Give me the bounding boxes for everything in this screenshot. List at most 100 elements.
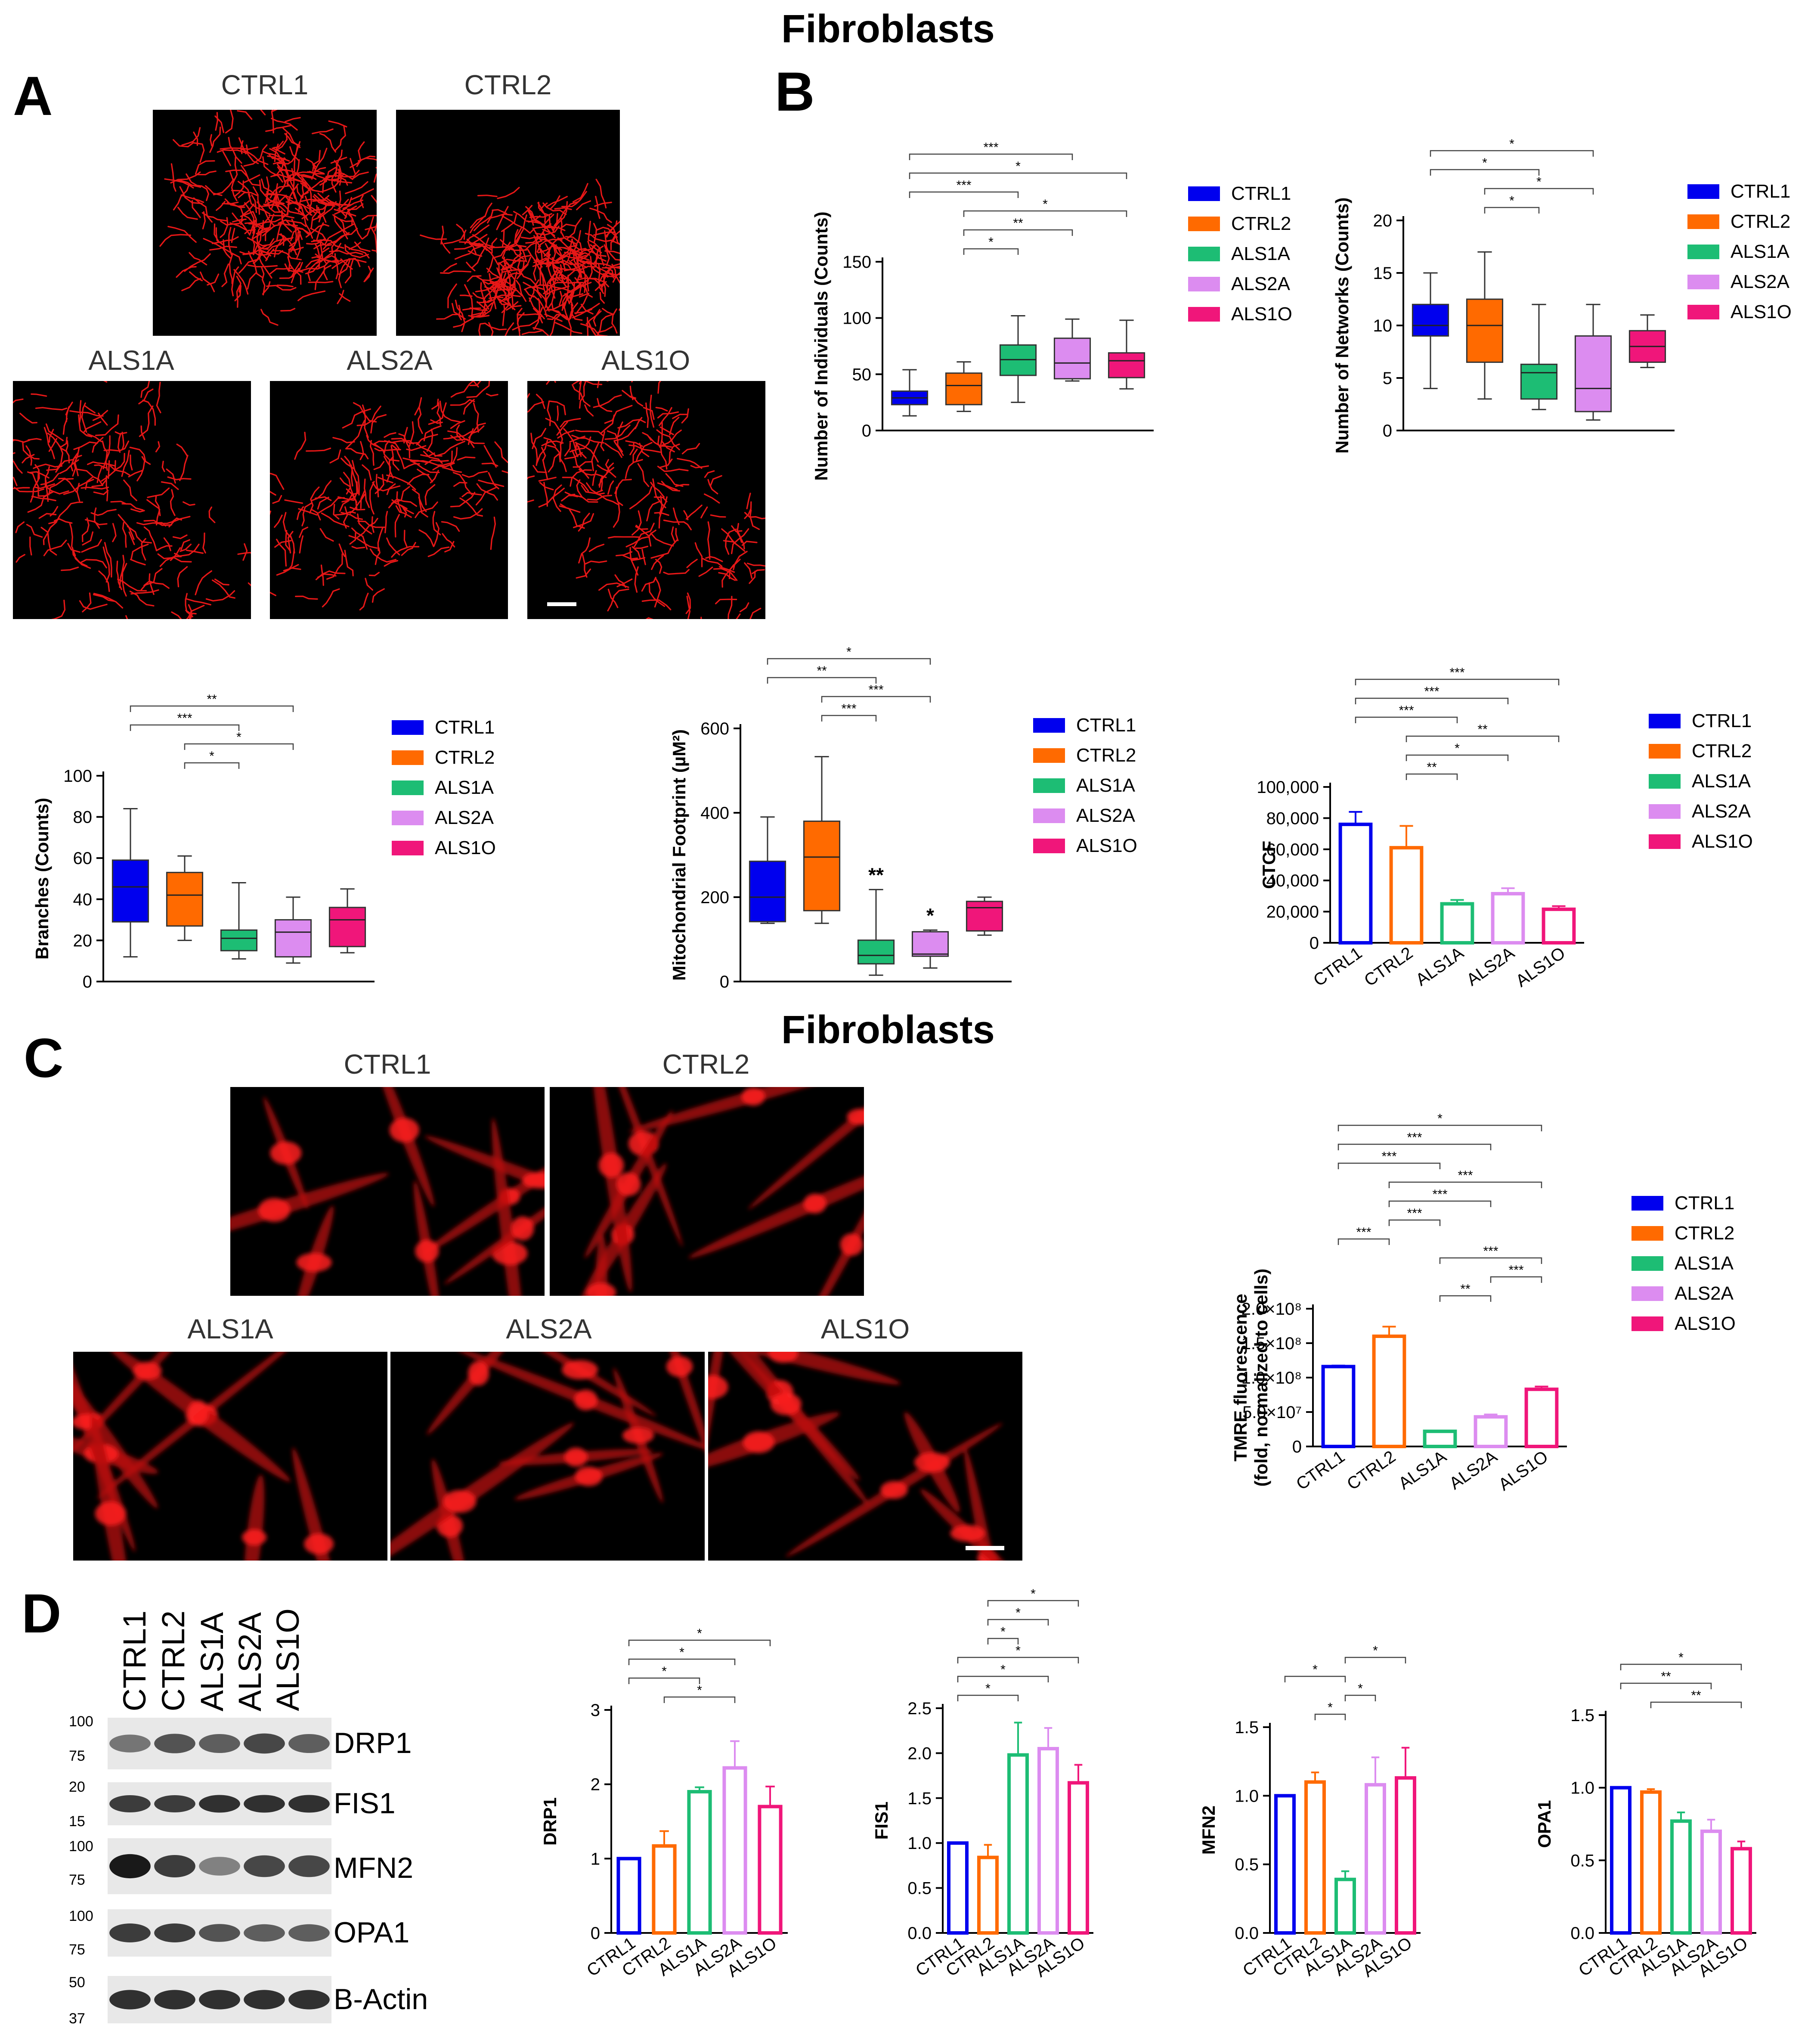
significance-label: *** (177, 711, 192, 725)
box-als2a (911, 931, 949, 957)
significance-label: * (1015, 159, 1021, 173)
significance-label: *** (1449, 666, 1464, 680)
significance-bracket (909, 153, 1073, 160)
micrograph-image (579, 1087, 864, 1296)
significance-label: *** (1399, 703, 1414, 718)
blot-label-opa1: OPA1 (334, 1916, 410, 1949)
legend-label: CTRL2 (1076, 745, 1136, 766)
significance-label: * (1509, 137, 1514, 151)
y-tick-label: 80,000 (1266, 809, 1319, 828)
micrograph-c-als1a (73, 1352, 387, 1561)
micro-a-label-als2a: ALS2A (347, 345, 433, 376)
y-tick-label: 10 (1373, 316, 1393, 335)
blot-strip-mfn2 (108, 1838, 387, 1894)
panel-letter-d: D (22, 1583, 62, 1644)
bar-als1o (1068, 1781, 1089, 1935)
significance-label: * (1031, 1587, 1036, 1601)
y-tick-label: 60,000 (1266, 840, 1319, 859)
significance-label: * (1437, 1112, 1443, 1126)
chart-svg: 0.00.51.01.52.02.5FIS1CTRL1CTRL2ALS1AALS… (871, 1587, 1093, 1981)
blot-label-mfn2: MFN2 (334, 1852, 414, 1884)
significance-label: * (1536, 175, 1542, 189)
legend-label: ALS1A (1076, 775, 1135, 796)
legend-swatch (1631, 1196, 1663, 1211)
significance-bracket (1484, 188, 1594, 195)
legend-footprint: CTRL1 CTRL2 ALS1A ALS2A ALS1O (1033, 710, 1137, 861)
legend-label: ALS1O (1731, 301, 1792, 322)
legend-label: ALS1O (1675, 1313, 1736, 1334)
box-als1o (328, 907, 366, 948)
legend-label: ALS1O (1231, 304, 1292, 325)
y-tick-label: 40,000 (1266, 871, 1319, 890)
legend-label: ALS2A (435, 807, 494, 828)
significance-bracket (1388, 1200, 1492, 1207)
micrograph-image (527, 381, 765, 619)
significance-label: *** (841, 702, 856, 716)
box-als1a (220, 929, 258, 951)
legend-label: CTRL1 (435, 717, 495, 738)
legend-item: CTRL1 (1649, 706, 1753, 736)
significance-bracket (767, 658, 931, 665)
legend-branches: CTRL1 CTRL2 ALS1A ALS2A ALS1O (392, 712, 496, 863)
bar-ctrl2 (1372, 1335, 1406, 1448)
legend-swatch (1188, 277, 1220, 291)
x-tick-label: CTRL2 (1344, 1447, 1399, 1494)
legend-swatch (1687, 305, 1719, 319)
legend-swatch (1649, 804, 1681, 819)
y-axis-label: FIS1 (871, 1802, 892, 1840)
significance-label: ** (1427, 760, 1437, 774)
y-tick-label: 1.0 (1235, 1787, 1259, 1806)
significance-label: *** (956, 178, 971, 192)
y-tick-label: 1.5 (1570, 1706, 1594, 1725)
significance-bracket (184, 762, 240, 769)
bar-als2a (1365, 1783, 1386, 1935)
micrograph-a-als1o (527, 381, 765, 619)
bar-als1o (1731, 1847, 1752, 1935)
y-tick-label: 2.0 (907, 1744, 932, 1763)
blot-label-actin: B-Actin (334, 1983, 428, 2016)
legend-swatch (1649, 834, 1681, 849)
y-tick-label: 1.0×10⁸ (1241, 1369, 1302, 1387)
legend-swatch (1687, 184, 1719, 199)
mw-marker: 75 (69, 1748, 85, 1764)
blot-strip-opa1 (108, 1909, 387, 1957)
bar-als1a (1423, 1429, 1457, 1448)
mw-marker: 75 (69, 1872, 85, 1888)
legend-label: CTRL1 (1076, 715, 1136, 736)
significance-label: ** (207, 692, 217, 706)
y-tick-label: 50 (852, 365, 872, 384)
blot-image (108, 1909, 331, 1957)
significance-bracket (957, 1694, 1019, 1701)
box-als1o (1108, 352, 1145, 378)
y-tick-label: 100 (842, 309, 871, 328)
y-axis-label-secondary: (fold, normalized to cells) (1251, 1269, 1271, 1487)
significance-bracket (1344, 1694, 1376, 1701)
bar-ctrl1 (1321, 1365, 1356, 1449)
significance-label: * (1000, 1663, 1006, 1677)
bar-ctrl1 (1338, 822, 1373, 945)
x-tick-label: ALS1A (1412, 943, 1467, 990)
chart-networks: 0 5 10 15 20 Number of Networks (Counts) * * * * (1322, 121, 1683, 454)
legend-label: ALS1A (1675, 1253, 1734, 1274)
x-tick-label: ALS2A (1463, 943, 1518, 990)
bar-ctrl1 (947, 1841, 969, 1935)
blot-strip-actin (108, 1976, 387, 2023)
box-als1a (857, 939, 895, 965)
legend-item: ALS1A (1649, 766, 1753, 796)
chart-svg: 0.00.51.01.5MFN2CTRL1CTRL2ALS1AALS2AALS1… (1198, 1644, 1421, 1981)
significance-bracket (987, 1638, 1019, 1644)
significance-label: * (1509, 194, 1514, 208)
significance-bracket (987, 1600, 1079, 1607)
micro-c-label-als1a: ALS1A (187, 1313, 273, 1344)
blot-strip-drp1 (108, 1718, 387, 1769)
legend-item: CTRL1 (392, 712, 496, 743)
significance-bracket (963, 248, 1019, 255)
box-als2a (274, 919, 312, 958)
bar-ctrl1 (1274, 1794, 1296, 1935)
chart-svg: 0.00.51.01.5OPA1CTRL1CTRL2ALS1AALS2AALS1… (1534, 1651, 1756, 1981)
significance-bracket (909, 191, 1019, 198)
bar-ctrl2 (977, 1855, 999, 1935)
significance-bracket (1650, 1701, 1742, 1708)
y-tick-label: 0 (720, 972, 729, 991)
bar-als1o (1395, 1776, 1416, 1935)
